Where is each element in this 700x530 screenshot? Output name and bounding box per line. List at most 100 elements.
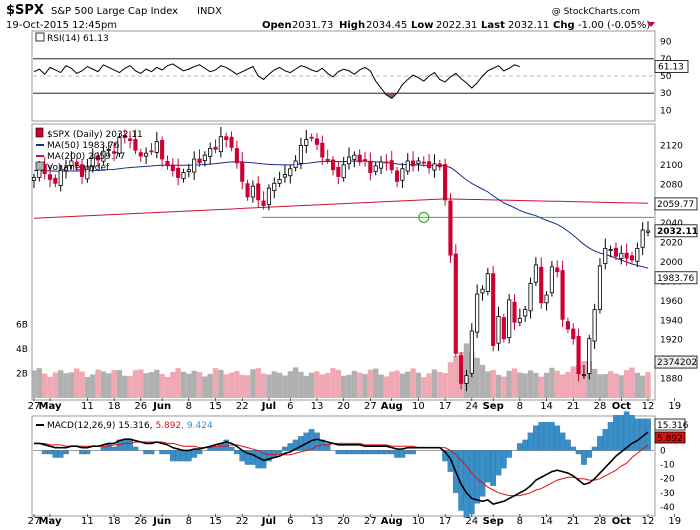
candle-body	[288, 168, 293, 177]
candle-body	[357, 154, 362, 163]
macd-histogram-bar	[479, 450, 486, 497]
candle-body	[181, 172, 186, 180]
candle-body	[592, 309, 597, 342]
x-axis-label: 14	[540, 516, 553, 527]
candle-body	[539, 266, 544, 304]
candle-body	[282, 174, 287, 178]
candle-body	[576, 336, 581, 375]
macd-histogram-bar	[362, 450, 368, 455]
volume-bar	[68, 372, 75, 398]
volume-bar	[223, 374, 229, 398]
volume-bar	[565, 372, 571, 398]
macd-histogram-bar	[549, 422, 555, 451]
price-tick-label: 2040	[660, 219, 683, 229]
volume-bar	[298, 371, 304, 398]
macd-histogram-bar	[84, 450, 91, 455]
macd-histogram-bar	[591, 446, 598, 451]
volume-bar	[522, 373, 528, 398]
candle-body	[443, 164, 448, 201]
candle-body	[507, 299, 512, 338]
volume-bar	[506, 370, 512, 398]
volume-bar	[629, 367, 635, 398]
macd-tick-label: -20	[660, 475, 675, 485]
x-axis-label: 12	[642, 401, 655, 412]
symbol: $SPX	[6, 3, 44, 18]
last-value: 2032.11	[508, 20, 549, 31]
candle-body	[619, 252, 624, 259]
volume-bar	[292, 367, 299, 398]
volume-bar	[218, 369, 224, 398]
x-axis-label: 8	[186, 516, 192, 527]
candle-body	[266, 187, 271, 205]
candle-body	[208, 147, 213, 157]
x-axis-label: 15	[209, 516, 222, 527]
candle-body	[549, 266, 554, 294]
macd-histogram-bar	[143, 450, 149, 455]
macd-histogram-bar	[111, 446, 117, 451]
macd-legend-label: MACD(12,26,9) 15.316,	[47, 421, 153, 431]
volume-bar	[517, 372, 523, 398]
price-tick-label: 1920	[660, 336, 683, 346]
datetime: 19-Oct-2015 12:45pm	[6, 20, 117, 31]
volume-bar	[378, 374, 384, 398]
volume-bar	[394, 370, 400, 398]
volume-bar	[212, 368, 219, 398]
candle-body	[277, 179, 282, 184]
ma50-value-box	[654, 271, 698, 285]
candle-body	[603, 247, 608, 264]
last-price-value-box	[654, 224, 698, 238]
x-axis-label: 28	[594, 401, 607, 412]
ma200-value-label: 2059.77	[657, 200, 694, 210]
volume-bar	[111, 370, 117, 398]
candle-body	[587, 338, 592, 374]
volume-bar	[575, 365, 582, 398]
candle-body	[416, 160, 421, 164]
macd-plot	[33, 411, 654, 518]
volume-bar	[250, 369, 256, 398]
macd-histogram-bar	[543, 422, 550, 451]
macd-histogram-bar	[378, 450, 384, 455]
macd-histogram-bar	[335, 450, 342, 455]
x-axis-label: 15	[209, 401, 222, 412]
candle-body	[170, 165, 175, 172]
macd-histogram-bar	[298, 436, 304, 451]
x-axis-label: Oct	[612, 516, 631, 527]
last-label: Last	[481, 20, 505, 31]
candle-body	[234, 148, 239, 164]
ma50-value-label: 1983.76	[657, 274, 694, 284]
candle-body	[613, 247, 619, 257]
macd-histogram-bar	[506, 450, 513, 458]
x-axis-label: 27	[364, 516, 377, 527]
candle-body	[133, 139, 138, 151]
x-axis-label: Aug	[381, 516, 403, 527]
volume-bar	[52, 372, 59, 398]
volume-bar	[191, 370, 197, 398]
high-label: High	[339, 20, 365, 31]
index-name: S&P 500 Large Cap Index	[51, 6, 178, 17]
candle-body	[555, 267, 560, 273]
candle-body	[341, 164, 346, 179]
volume-bar	[276, 372, 283, 398]
signal-legend-label: 5.892	[153, 421, 182, 431]
candle-body	[53, 177, 58, 184]
candle-body	[58, 170, 63, 187]
candle-body	[373, 165, 378, 172]
volume-bar	[474, 357, 480, 398]
volume-bar	[47, 376, 53, 398]
macd-tick-label: -30	[660, 489, 675, 499]
macd-histogram-bar	[121, 439, 128, 451]
x-axis-label: 20	[337, 516, 350, 527]
candle-body	[395, 170, 400, 182]
macd-histogram-bar	[383, 450, 390, 455]
ma200-value-box	[654, 197, 698, 211]
macd-histogram-bar	[234, 450, 240, 455]
candle-body	[635, 247, 640, 262]
rsi-plot	[33, 58, 654, 99]
candle-body	[240, 161, 245, 182]
price-plot	[31, 126, 654, 398]
volume-bar	[36, 368, 43, 398]
volume-bar	[196, 371, 203, 398]
signal-value-box	[654, 431, 686, 444]
volume-bar	[351, 370, 358, 398]
rsi-value-label: 61.13	[658, 62, 684, 72]
